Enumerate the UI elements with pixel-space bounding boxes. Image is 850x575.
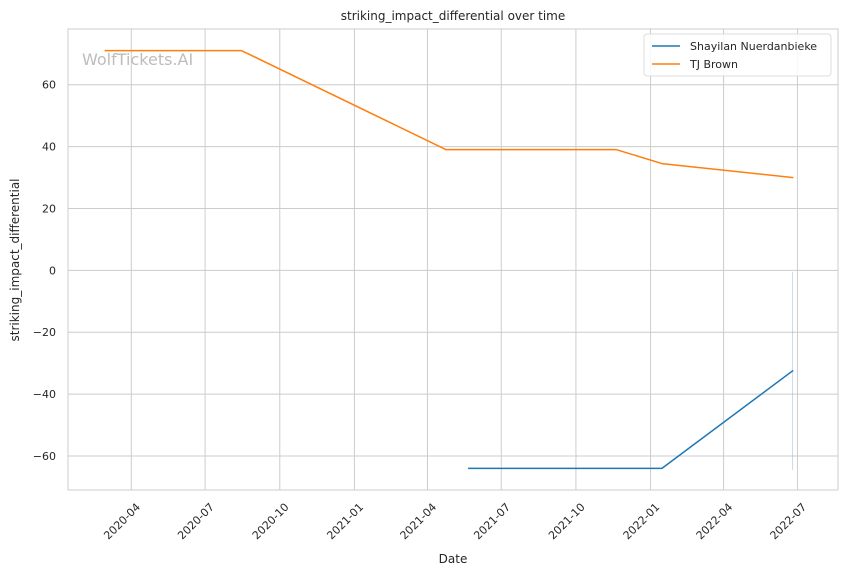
plot-background [68,29,838,490]
series-layer [104,49,794,470]
x-axis-title: Date [439,552,468,566]
legend-label: TJ Brown [689,58,738,71]
y-tick-labels: −60 −40 −20 0 20 40 60 [33,79,56,463]
legend-box [643,33,832,77]
legend-label: Shayilan Nuerdanbieke [690,40,817,53]
plot-border [67,28,839,491]
plot-area [68,29,838,490]
y-tick-label: 20 [42,202,56,215]
y-gridlines [68,84,838,457]
legend: Shayilan Nuerdanbieke TJ Brown [643,33,832,77]
series-line [468,369,794,470]
watermark-text: WolfTickets.AI [82,50,193,69]
y-tick-label: 0 [49,264,56,277]
y-tick-label: 60 [42,79,56,92]
y-tick-label: −20 [33,326,56,339]
y-tick-label: −40 [33,388,56,401]
y-tick-label: −60 [33,450,56,463]
chart-title: striking_impact_differential over time [341,9,566,23]
y-axis-title: striking_impact_differential [8,178,22,341]
x-gridlines [130,29,798,490]
plot-frame [67,28,839,491]
series-line [104,49,794,179]
y-tick-label: 40 [42,141,56,154]
